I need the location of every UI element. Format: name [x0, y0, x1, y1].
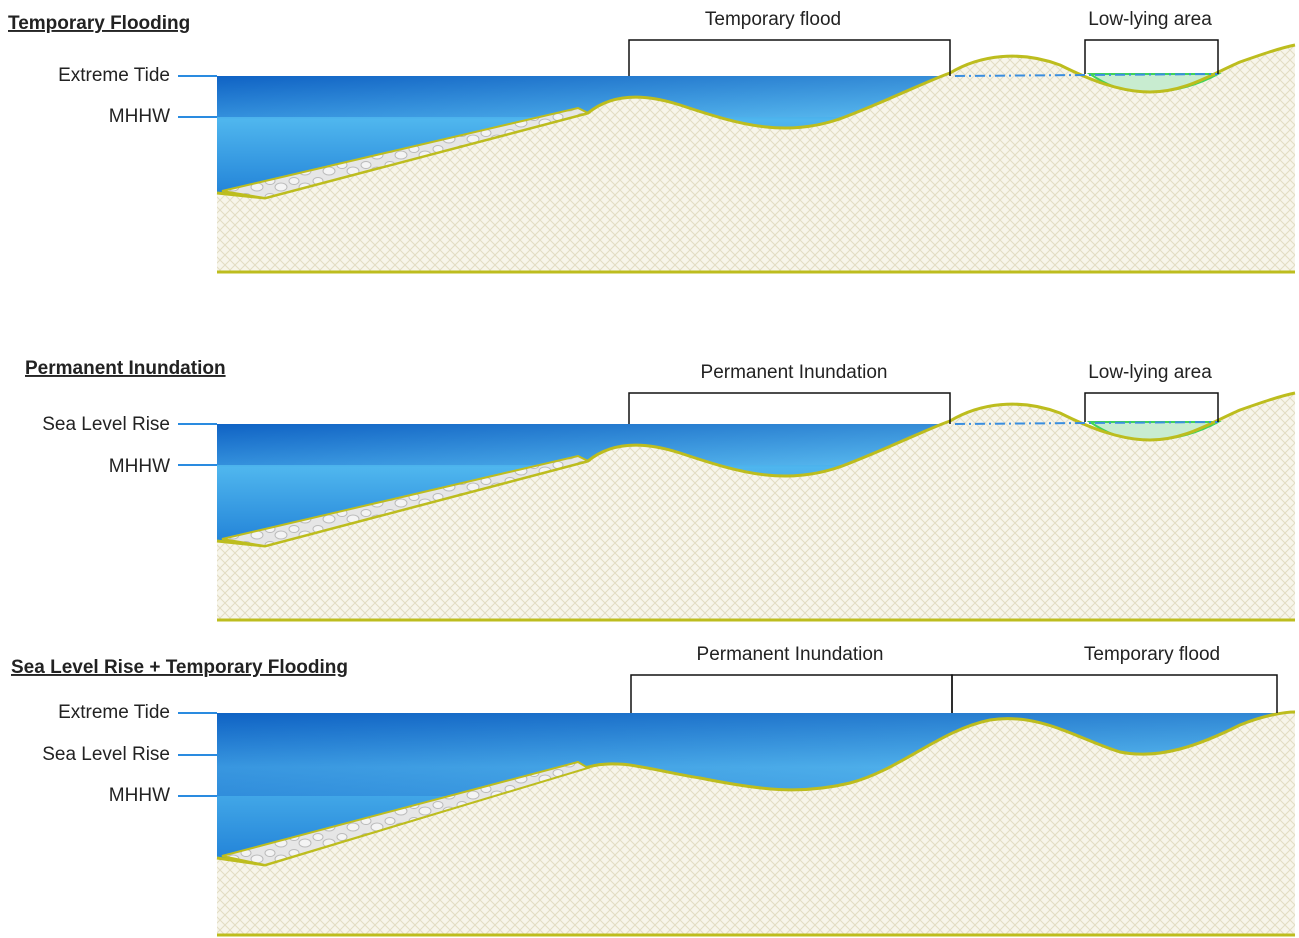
- ground: [217, 45, 1295, 272]
- panel-1: Temporary Flooding Extreme Tide MHHW Tem…: [8, 9, 1296, 274]
- level-label: Sea Level Rise: [42, 414, 170, 435]
- panel-title: Sea Level Rise + Temporary Flooding: [11, 657, 348, 678]
- bracket: [630, 674, 953, 713]
- ground-line: [216, 710, 1296, 867]
- panel-3: Sea Level Rise + Temporary Flooding Extr…: [11, 644, 1296, 937]
- bracket: [951, 674, 1278, 713]
- panel-title: Temporary Flooding: [8, 13, 190, 34]
- revetment: [221, 760, 591, 867]
- panel-title: Permanent Inundation: [25, 358, 226, 379]
- level-extension: [954, 73, 1219, 77]
- zone-label: Low-lying area: [1088, 362, 1212, 383]
- panel-2: Permanent Inundation Sea Level Rise MHHW…: [25, 358, 1296, 622]
- level-label: Extreme Tide: [58, 65, 170, 86]
- level-label: MHHW: [109, 456, 170, 477]
- level-label: MHHW: [109, 785, 170, 806]
- bracket: [628, 39, 951, 76]
- zone-label: Temporary flood: [1084, 644, 1220, 665]
- bracket: [628, 392, 951, 424]
- ground: [217, 393, 1295, 620]
- revetment: [221, 106, 591, 200]
- level-extension: [954, 421, 1219, 425]
- panel-2-shapes: [178, 391, 1296, 622]
- zone-label: Permanent Inundation: [697, 644, 884, 665]
- level-label: MHHW: [109, 106, 170, 127]
- bracket: [1084, 39, 1219, 74]
- ground: [217, 712, 1295, 935]
- bracket: [1084, 392, 1219, 422]
- ground-line: [216, 43, 1296, 200]
- revetment: [221, 454, 591, 548]
- ground-line: [216, 391, 1296, 548]
- zone-label: Temporary flood: [705, 9, 841, 30]
- zone-label: Permanent Inundation: [701, 362, 888, 383]
- level-label: Sea Level Rise: [42, 744, 170, 765]
- level-label: Extreme Tide: [58, 702, 170, 723]
- zone-label: Low-lying area: [1088, 9, 1212, 30]
